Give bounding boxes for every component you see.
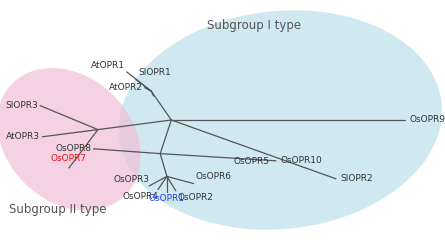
Ellipse shape	[0, 68, 141, 210]
Text: OsOPR2: OsOPR2	[178, 193, 214, 202]
Text: OsOPR6: OsOPR6	[196, 172, 232, 181]
Text: OsOPR4: OsOPR4	[122, 192, 158, 201]
Text: SlOPR2: SlOPR2	[340, 174, 373, 183]
Text: AtOPR2: AtOPR2	[109, 83, 142, 92]
Text: SlOPR3: SlOPR3	[5, 101, 38, 110]
Text: OsOPR3: OsOPR3	[113, 175, 149, 184]
Text: AtOPR1: AtOPR1	[91, 61, 125, 70]
Ellipse shape	[119, 10, 442, 230]
Text: Subgroup II type: Subgroup II type	[9, 203, 106, 216]
Text: OsOPR5: OsOPR5	[234, 156, 270, 166]
Text: OsOPR1: OsOPR1	[149, 194, 185, 204]
Text: AtOPR3: AtOPR3	[6, 132, 40, 141]
Text: OsOPR9: OsOPR9	[409, 115, 445, 125]
Text: OsOPR8: OsOPR8	[55, 144, 91, 153]
Text: OsOPR7: OsOPR7	[51, 154, 87, 163]
Text: Subgroup I type: Subgroup I type	[206, 19, 301, 32]
Text: OsOPR10: OsOPR10	[280, 156, 322, 165]
Text: SlOPR1: SlOPR1	[138, 68, 171, 77]
